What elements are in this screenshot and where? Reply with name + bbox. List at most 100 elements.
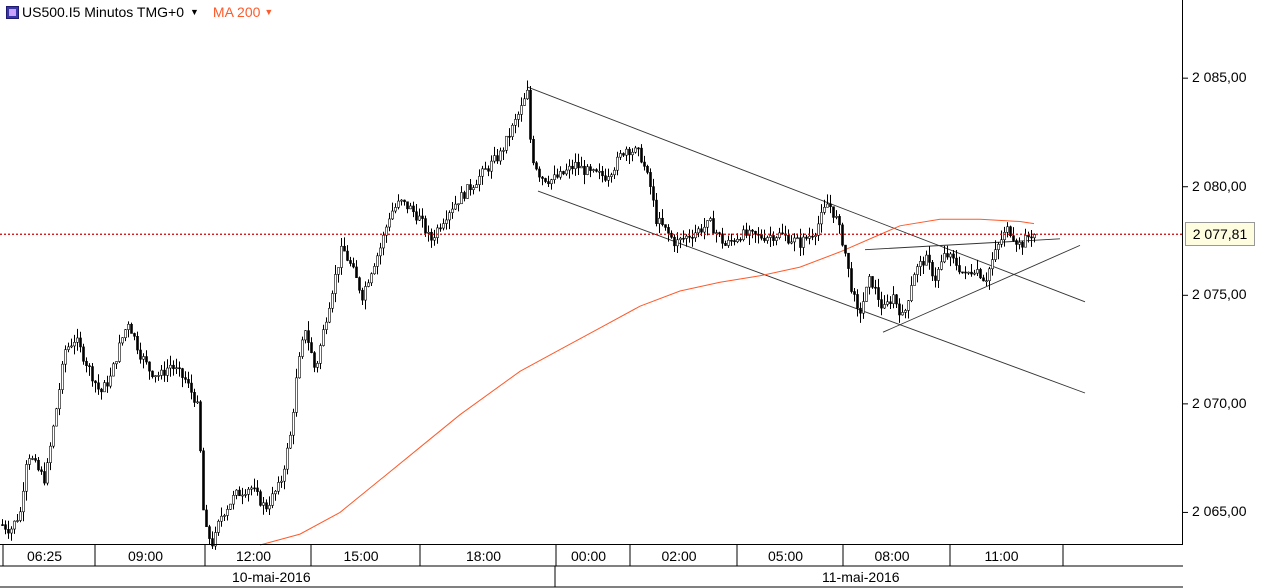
candle bbox=[961, 271, 964, 274]
time-tick-label: 11:00 bbox=[984, 548, 1019, 564]
candle bbox=[520, 97, 523, 122]
indicator-label[interactable]: MA 200 bbox=[212, 4, 261, 20]
candle bbox=[28, 454, 31, 470]
chart-header: US500.I 5 Minutos TMG+0 ▼ MA 200 ▼ bbox=[6, 3, 273, 21]
candle bbox=[721, 227, 724, 249]
candle bbox=[847, 252, 850, 278]
candle bbox=[601, 166, 604, 183]
candle bbox=[730, 233, 733, 246]
candle bbox=[406, 201, 409, 214]
candle bbox=[952, 250, 955, 264]
time-tick-label: 06:25 bbox=[27, 548, 63, 564]
candle bbox=[1033, 233, 1036, 243]
candle bbox=[43, 462, 46, 486]
candle bbox=[565, 163, 568, 176]
candle bbox=[988, 266, 991, 290]
candle bbox=[538, 166, 541, 182]
candle bbox=[163, 361, 166, 382]
candle bbox=[295, 368, 298, 417]
candle bbox=[514, 113, 517, 134]
candle bbox=[718, 231, 721, 237]
candle bbox=[790, 235, 793, 245]
candle bbox=[1003, 226, 1006, 247]
candle bbox=[865, 286, 868, 302]
candle bbox=[427, 225, 430, 242]
candle bbox=[385, 224, 388, 243]
candle bbox=[925, 250, 928, 266]
candle bbox=[328, 302, 331, 324]
candle bbox=[562, 170, 565, 176]
candle bbox=[553, 165, 556, 184]
candle bbox=[430, 228, 433, 248]
candle bbox=[970, 263, 973, 277]
candle bbox=[619, 150, 622, 161]
candle bbox=[403, 199, 406, 206]
symbol-label[interactable]: US500.I bbox=[22, 4, 73, 20]
candle bbox=[568, 159, 571, 179]
candle bbox=[313, 351, 316, 373]
candle bbox=[100, 387, 103, 400]
candle bbox=[85, 357, 88, 373]
candle bbox=[691, 229, 694, 247]
candle bbox=[919, 255, 922, 276]
candle bbox=[676, 232, 679, 253]
candle bbox=[511, 123, 514, 141]
candle bbox=[634, 145, 637, 154]
candle bbox=[136, 331, 139, 355]
candle bbox=[445, 210, 448, 230]
candle bbox=[454, 195, 457, 211]
candle bbox=[307, 321, 310, 351]
candle bbox=[661, 209, 664, 227]
candle bbox=[415, 204, 418, 225]
candle bbox=[778, 227, 781, 240]
candle bbox=[241, 487, 244, 505]
trendline[interactable] bbox=[864, 238, 1061, 251]
candle bbox=[946, 245, 949, 260]
candle bbox=[802, 233, 805, 256]
trendline[interactable] bbox=[537, 190, 1086, 394]
candle bbox=[748, 225, 751, 245]
timeframe-label[interactable]: 5 Minutos TMG+0 bbox=[72, 4, 184, 20]
candle bbox=[973, 269, 976, 276]
candle bbox=[673, 234, 676, 253]
candle bbox=[874, 279, 877, 295]
candle bbox=[1009, 225, 1012, 238]
candle bbox=[556, 168, 559, 179]
candle bbox=[949, 252, 952, 267]
price-tick-label: 2 080,00 bbox=[1192, 177, 1247, 194]
candle bbox=[724, 240, 727, 246]
candle bbox=[10, 526, 13, 541]
candle bbox=[844, 244, 847, 257]
candle bbox=[649, 168, 652, 195]
current-price-box: 2 077,81 bbox=[1185, 222, 1255, 247]
candle bbox=[4, 520, 7, 535]
candle bbox=[934, 267, 937, 288]
candle bbox=[40, 466, 43, 475]
candle bbox=[262, 497, 265, 515]
candle bbox=[220, 507, 223, 527]
candle bbox=[373, 263, 376, 275]
candle bbox=[133, 332, 136, 341]
candle bbox=[1, 519, 4, 526]
candle bbox=[61, 361, 64, 394]
candle bbox=[976, 259, 979, 276]
candle bbox=[16, 513, 19, 523]
candle bbox=[682, 230, 685, 243]
candle bbox=[880, 291, 883, 316]
symbol-menu-caret-icon[interactable]: ▼ bbox=[190, 7, 199, 17]
candle bbox=[112, 362, 115, 377]
candle bbox=[595, 168, 598, 173]
candle bbox=[364, 281, 367, 310]
candle bbox=[106, 375, 109, 393]
candle bbox=[286, 442, 289, 475]
candle bbox=[907, 300, 910, 319]
indicator-menu-caret-icon[interactable]: ▼ bbox=[264, 7, 274, 17]
candle bbox=[598, 163, 601, 180]
candle bbox=[571, 159, 574, 175]
candle bbox=[22, 482, 25, 522]
trendline[interactable] bbox=[882, 244, 1081, 333]
candle bbox=[517, 111, 520, 128]
candle bbox=[643, 155, 646, 171]
candle bbox=[184, 371, 187, 384]
